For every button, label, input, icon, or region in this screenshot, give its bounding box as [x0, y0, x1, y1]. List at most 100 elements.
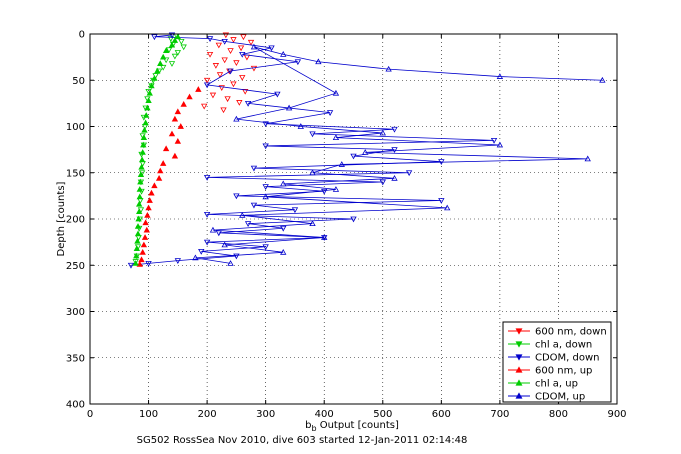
- data-point: [350, 153, 357, 160]
- legend-marker: [515, 392, 523, 399]
- data-point: [174, 33, 182, 40]
- data-point: [136, 200, 143, 207]
- x-axis-label-b: b: [305, 420, 311, 431]
- data-point: [201, 103, 208, 110]
- data-point: [250, 202, 258, 209]
- data-point: [280, 180, 287, 187]
- data-point: [297, 123, 304, 129]
- data-point: [241, 88, 249, 95]
- data-point: [321, 188, 328, 195]
- data-point: [285, 104, 293, 111]
- data-point: [151, 75, 158, 81]
- data-point: [326, 110, 334, 116]
- data-point: [171, 152, 179, 159]
- legend-label: chl a, up: [535, 379, 578, 390]
- data-point: [198, 248, 205, 255]
- data-point: [140, 141, 147, 148]
- data-point: [215, 42, 223, 49]
- data-point: [309, 220, 316, 227]
- data-point: [160, 64, 167, 71]
- data-point: [274, 91, 281, 98]
- data-point: [444, 204, 451, 211]
- y-axis-label: Depth [counts]: [56, 181, 67, 256]
- data-point: [144, 104, 151, 111]
- x-axis-label: bb Output [counts]: [305, 420, 399, 433]
- data-point: [332, 134, 340, 141]
- data-point: [584, 155, 591, 162]
- data-point: [496, 73, 504, 79]
- x-tick-label: 300: [256, 409, 275, 420]
- data-point: [139, 149, 146, 155]
- y-tick-label: 400: [66, 400, 85, 411]
- data-point: [405, 170, 413, 177]
- data-point: [142, 219, 149, 226]
- data-point: [171, 53, 179, 60]
- x-tick-label: 800: [549, 409, 568, 420]
- data-point: [209, 92, 217, 99]
- data-point: [145, 260, 152, 267]
- data-point: [309, 169, 316, 176]
- data-point: [221, 241, 228, 248]
- data-point: [171, 37, 179, 43]
- data-point: [143, 226, 150, 233]
- data-point: [135, 215, 142, 222]
- data-point: [206, 51, 214, 58]
- data-point: [138, 256, 145, 263]
- y-tick-label: 200: [66, 215, 85, 226]
- data-point: [599, 76, 606, 83]
- data-point: [151, 34, 158, 41]
- data-point: [247, 39, 255, 46]
- data-point: [136, 261, 143, 267]
- series-4: [132, 33, 182, 266]
- x-tick-label: 0: [87, 409, 93, 420]
- data-point: [168, 130, 176, 137]
- data-point: [250, 165, 258, 172]
- caption: SG502 RossSea Nov 2010, dive 603 started…: [137, 435, 468, 446]
- data-point: [155, 174, 163, 181]
- x-tick-label: 600: [432, 409, 451, 420]
- x-tick-label: 700: [490, 409, 509, 420]
- data-point: [140, 241, 148, 248]
- data-point: [262, 244, 269, 251]
- data-point: [362, 149, 369, 155]
- data-point: [243, 54, 251, 61]
- data-point: [174, 108, 182, 115]
- data-point: [203, 77, 211, 84]
- data-point: [144, 211, 151, 218]
- data-point: [145, 97, 152, 103]
- data-point: [154, 67, 161, 74]
- data-point: [141, 126, 148, 133]
- data-point: [244, 100, 252, 107]
- data-point: [186, 93, 193, 100]
- data-point: [391, 174, 398, 181]
- data-point: [315, 58, 322, 65]
- series-3: [136, 86, 202, 267]
- data-point: [146, 197, 153, 203]
- y-tick-label: 0: [79, 30, 85, 41]
- data-point: [138, 156, 146, 163]
- data-point: [385, 65, 392, 72]
- data-point: [148, 82, 155, 89]
- y-tick-label: 250: [66, 261, 85, 272]
- data-point: [174, 137, 182, 144]
- data-point: [203, 82, 211, 89]
- y-tick-label: 300: [66, 307, 85, 318]
- series-0: [201, 32, 258, 114]
- legend-marker: [515, 366, 523, 373]
- data-point: [151, 182, 158, 189]
- series-line: [195, 46, 603, 264]
- data-point: [268, 45, 275, 52]
- data-point: [203, 239, 211, 246]
- data-point: [209, 226, 217, 233]
- data-point: [236, 100, 243, 106]
- data-point: [133, 245, 141, 252]
- y-tick-label: 150: [66, 168, 85, 179]
- data-point: [294, 59, 302, 66]
- y-tick-label: 350: [66, 353, 85, 364]
- data-point: [132, 259, 139, 265]
- data-point: [136, 186, 143, 192]
- data-point: [162, 57, 170, 64]
- data-point: [139, 248, 146, 255]
- data-point: [168, 61, 176, 67]
- legend-marker: [515, 341, 523, 348]
